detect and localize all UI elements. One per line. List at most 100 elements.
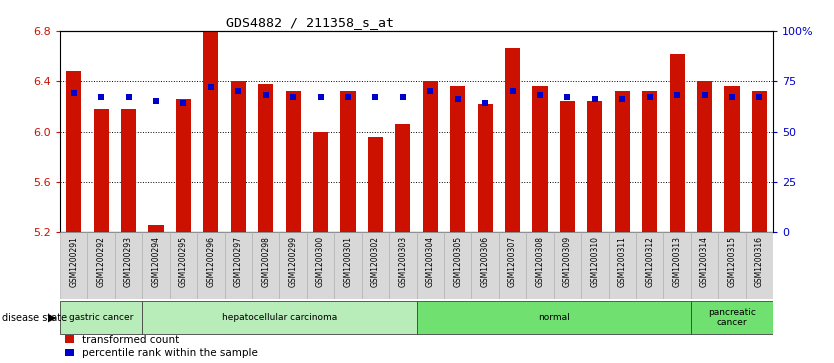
Point bbox=[369, 94, 382, 100]
Bar bbox=[389, 232, 416, 299]
Bar bbox=[691, 301, 773, 334]
Point bbox=[698, 93, 711, 98]
Legend: transformed count, percentile rank within the sample: transformed count, percentile rank withi… bbox=[65, 335, 258, 358]
Bar bbox=[176, 99, 191, 232]
Text: gastric cancer: gastric cancer bbox=[69, 313, 133, 322]
Bar bbox=[636, 232, 663, 299]
Bar bbox=[340, 91, 355, 232]
Bar bbox=[307, 232, 334, 299]
Bar bbox=[423, 81, 438, 232]
Bar bbox=[334, 232, 362, 299]
Point bbox=[149, 98, 163, 104]
Bar bbox=[66, 71, 81, 232]
Point bbox=[726, 94, 739, 100]
Bar bbox=[395, 124, 410, 232]
Point bbox=[341, 94, 354, 100]
Point bbox=[643, 94, 656, 100]
Point bbox=[287, 94, 300, 100]
Bar bbox=[752, 91, 767, 232]
Text: GSM1200315: GSM1200315 bbox=[727, 236, 736, 287]
Bar bbox=[642, 91, 657, 232]
Text: normal: normal bbox=[538, 313, 570, 322]
Text: GSM1200304: GSM1200304 bbox=[426, 236, 435, 287]
Text: ▶: ▶ bbox=[48, 313, 57, 323]
Text: GSM1200306: GSM1200306 bbox=[480, 236, 490, 287]
Text: GSM1200292: GSM1200292 bbox=[97, 236, 106, 286]
Bar bbox=[362, 232, 389, 299]
Text: GSM1200313: GSM1200313 bbox=[673, 236, 681, 287]
Bar bbox=[93, 109, 108, 232]
Text: pancreatic
cancer: pancreatic cancer bbox=[708, 308, 756, 327]
Text: GSM1200295: GSM1200295 bbox=[179, 236, 188, 287]
Point bbox=[533, 93, 546, 98]
Bar bbox=[313, 131, 328, 232]
Point bbox=[177, 101, 190, 106]
Bar bbox=[587, 101, 602, 232]
Point bbox=[314, 94, 327, 100]
Point bbox=[259, 93, 273, 98]
Point bbox=[588, 97, 601, 102]
Bar bbox=[197, 232, 224, 299]
Bar bbox=[532, 86, 548, 232]
Bar bbox=[60, 301, 143, 334]
Point bbox=[424, 88, 437, 94]
Text: GSM1200293: GSM1200293 bbox=[124, 236, 133, 287]
Text: GSM1200302: GSM1200302 bbox=[371, 236, 380, 287]
Text: GSM1200307: GSM1200307 bbox=[508, 236, 517, 287]
Bar bbox=[143, 232, 170, 299]
Point bbox=[671, 93, 684, 98]
Point bbox=[396, 94, 409, 100]
Bar bbox=[143, 301, 416, 334]
Bar bbox=[203, 31, 219, 232]
Bar bbox=[697, 81, 712, 232]
Bar bbox=[450, 86, 465, 232]
Point bbox=[615, 97, 629, 102]
Bar bbox=[259, 84, 274, 232]
Text: GSM1200314: GSM1200314 bbox=[700, 236, 709, 287]
Bar bbox=[148, 225, 163, 232]
Bar bbox=[224, 232, 252, 299]
Bar bbox=[170, 232, 197, 299]
Bar bbox=[746, 232, 773, 299]
Bar bbox=[279, 232, 307, 299]
Point bbox=[753, 94, 766, 100]
Text: hepatocellular carcinoma: hepatocellular carcinoma bbox=[222, 313, 337, 322]
Bar bbox=[499, 232, 526, 299]
Bar bbox=[615, 91, 630, 232]
Bar bbox=[663, 232, 691, 299]
Text: disease state: disease state bbox=[2, 313, 67, 323]
Text: GSM1200316: GSM1200316 bbox=[755, 236, 764, 287]
Text: GSM1200308: GSM1200308 bbox=[535, 236, 545, 287]
Point bbox=[560, 94, 574, 100]
Bar bbox=[416, 301, 691, 334]
Text: GSM1200297: GSM1200297 bbox=[234, 236, 243, 287]
Bar bbox=[121, 109, 136, 232]
Bar bbox=[368, 136, 383, 232]
Point bbox=[479, 101, 492, 106]
Text: GSM1200309: GSM1200309 bbox=[563, 236, 572, 287]
Bar bbox=[115, 232, 143, 299]
Bar bbox=[478, 104, 493, 232]
Text: GSM1200298: GSM1200298 bbox=[261, 236, 270, 286]
Bar bbox=[252, 232, 279, 299]
Bar bbox=[609, 232, 636, 299]
Bar bbox=[718, 232, 746, 299]
Point bbox=[451, 97, 465, 102]
Point bbox=[204, 84, 218, 90]
Bar bbox=[670, 53, 685, 232]
Bar bbox=[560, 101, 575, 232]
Text: GSM1200300: GSM1200300 bbox=[316, 236, 325, 287]
Bar bbox=[60, 232, 88, 299]
Point bbox=[232, 88, 245, 94]
Text: GSM1200303: GSM1200303 bbox=[399, 236, 407, 287]
Text: GSM1200291: GSM1200291 bbox=[69, 236, 78, 286]
Bar bbox=[88, 232, 115, 299]
Text: GSM1200305: GSM1200305 bbox=[453, 236, 462, 287]
Bar bbox=[526, 232, 554, 299]
Text: GSM1200312: GSM1200312 bbox=[646, 236, 654, 286]
Point bbox=[506, 88, 520, 94]
Bar bbox=[691, 232, 718, 299]
Text: GSM1200296: GSM1200296 bbox=[206, 236, 215, 287]
Text: GDS4882 / 211358_s_at: GDS4882 / 211358_s_at bbox=[226, 16, 394, 29]
Text: GSM1200301: GSM1200301 bbox=[344, 236, 353, 287]
